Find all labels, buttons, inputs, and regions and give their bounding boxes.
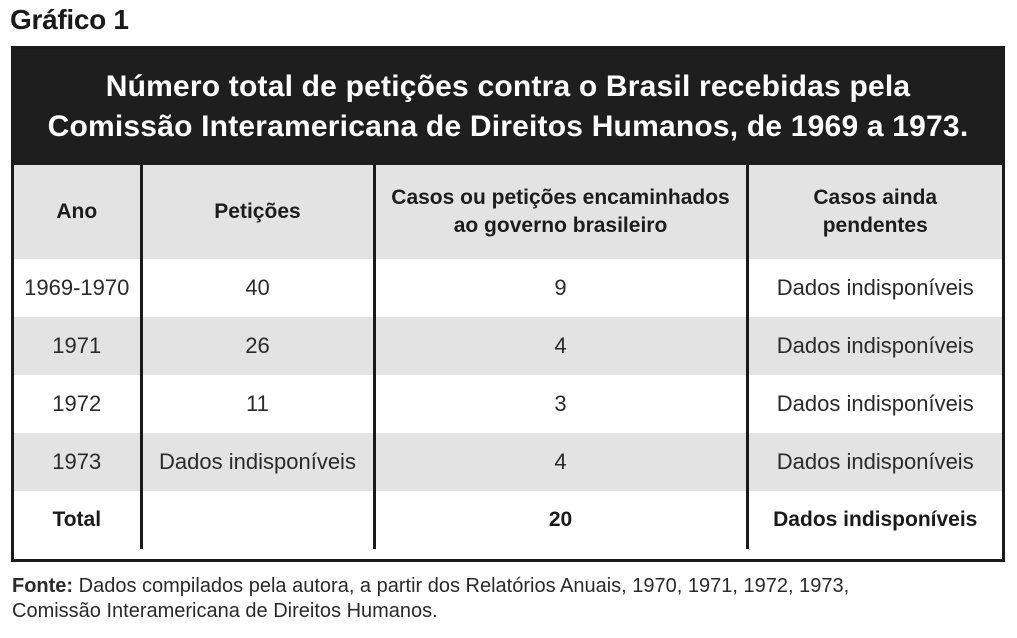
table-row: 1969-1970 40 9 Dados indisponíveis — [14, 259, 1002, 317]
cell-peticoes: 26 — [141, 317, 376, 375]
cell-peticoes: 11 — [141, 375, 376, 433]
cell-ano: 1973 — [14, 433, 143, 491]
cell-pendentes: Dados indisponíveis — [747, 317, 1002, 375]
total-peticoes — [141, 491, 376, 549]
table-row: 1973 Dados indisponíveis 4 Dados indispo… — [14, 433, 1002, 491]
header-pendentes-line-2: pendentes — [822, 214, 928, 237]
cell-pendentes: Dados indisponíveis — [747, 433, 1002, 491]
data-table: Ano Petições Casos ou petições encaminha… — [14, 165, 1002, 549]
cell-casos: 9 — [374, 259, 749, 317]
total-casos: 20 — [374, 491, 749, 549]
source-line-1: Dados compilados pela autora, a partir d… — [73, 575, 850, 597]
total-label: Total — [14, 491, 143, 549]
cell-peticoes: 40 — [141, 259, 376, 317]
table-row: 1972 11 3 Dados indisponíveis — [14, 375, 1002, 433]
figure-label: Gráfico 1 — [10, 4, 129, 35]
table-header-row: Ano Petições Casos ou petições encaminha… — [14, 165, 1002, 259]
header-casos: Casos ou petições encaminhados ao govern… — [374, 165, 749, 259]
header-peticoes: Petições — [141, 165, 376, 259]
table-total-row: Total 20 Dados indisponíveis — [14, 491, 1002, 549]
source-line-2: Comissão Interamericana de Direitos Huma… — [12, 600, 438, 622]
source-note: Fonte: Dados compilados pela autora, a p… — [12, 574, 1007, 624]
table-title-line-2: Comissão Interamericana de Direitos Huma… — [47, 110, 969, 143]
cell-casos: 3 — [374, 375, 749, 433]
table-frame: Número total de petições contra o Brasil… — [11, 46, 1005, 562]
source-lead: Fonte: — [12, 575, 74, 597]
header-casos-line-2: ao governo brasileiro — [453, 214, 668, 237]
cell-ano: 1969-1970 — [14, 259, 143, 317]
cell-casos: 4 — [374, 317, 749, 375]
header-casos-line-1: Casos ou petições encaminhados — [391, 186, 730, 209]
cell-ano: 1971 — [14, 317, 143, 375]
cell-peticoes: Dados indisponíveis — [141, 433, 376, 491]
header-pendentes: Casos ainda pendentes — [747, 165, 1002, 259]
table-title-line-1: Número total de petições contra o Brasil… — [105, 70, 911, 103]
cell-casos: 4 — [374, 433, 749, 491]
table-title-band: Número total de petições contra o Brasil… — [14, 49, 1002, 165]
cell-ano: 1972 — [14, 375, 143, 433]
total-pendentes: Dados indisponíveis — [773, 508, 978, 531]
cell-pendentes: Dados indisponíveis — [776, 275, 974, 300]
header-pendentes-line-1: Casos ainda — [813, 186, 938, 209]
table-row: 1971 26 4 Dados indisponíveis — [14, 317, 1002, 375]
cell-pendentes: Dados indisponíveis — [776, 391, 974, 416]
header-ano: Ano — [14, 165, 143, 259]
